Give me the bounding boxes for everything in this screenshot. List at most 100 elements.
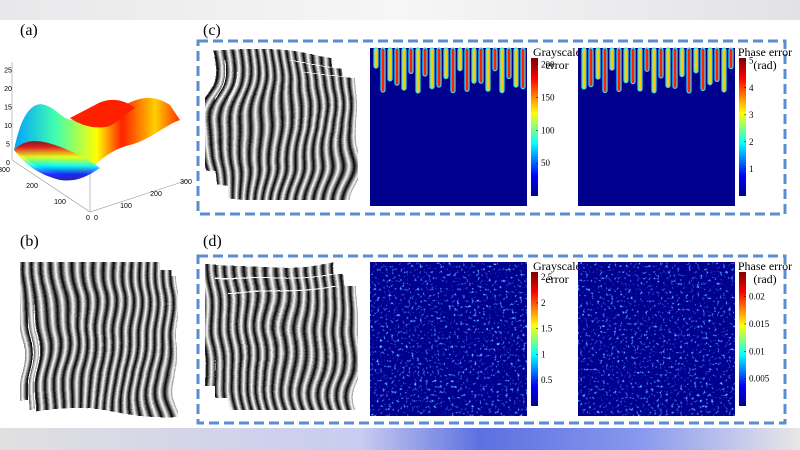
fringe-stack bbox=[20, 262, 179, 419]
error-streak bbox=[485, 47, 491, 92]
error-streak bbox=[609, 47, 615, 71]
colorbar-tick-label: 0.02 bbox=[749, 292, 765, 302]
error-streak bbox=[457, 47, 463, 72]
colorbar-tick-label: 0.005 bbox=[749, 374, 770, 384]
error-streak bbox=[588, 47, 594, 88]
z-tick-label: 15 bbox=[4, 105, 12, 112]
colorbar bbox=[531, 272, 538, 406]
error-streak bbox=[471, 47, 477, 84]
fringe-frame bbox=[227, 71, 359, 201]
error-streak bbox=[415, 47, 421, 94]
error-streak bbox=[623, 47, 629, 84]
error-streak bbox=[429, 47, 435, 90]
colorbar bbox=[739, 272, 746, 406]
colorbar-tick-label: 0.5 bbox=[541, 375, 553, 385]
panel-label: (b) bbox=[20, 233, 39, 250]
error-streak bbox=[436, 47, 442, 88]
dashed-box bbox=[196, 254, 787, 425]
colorbar-title: Grayscale bbox=[533, 259, 581, 273]
panel-label: (c) bbox=[203, 22, 221, 39]
colorbar-tick-label: 100 bbox=[541, 125, 555, 135]
error-streak bbox=[728, 47, 734, 70]
x-tick-label: 100 bbox=[120, 203, 132, 210]
dashed-box bbox=[196, 39, 787, 216]
error-streak bbox=[443, 47, 449, 80]
colorbar-title: (rad) bbox=[753, 272, 776, 286]
colorbar-title: Phase error bbox=[738, 45, 792, 59]
colorbar-tick-label: 50 bbox=[541, 158, 551, 168]
error-streak bbox=[721, 47, 727, 93]
x-tick-label: 300 bbox=[180, 179, 192, 186]
colorbar-tick-label: 2.5 bbox=[541, 272, 553, 282]
colorbar bbox=[739, 58, 746, 196]
y-tick-label: 100 bbox=[54, 199, 66, 206]
error-streak bbox=[478, 47, 484, 84]
error-streak bbox=[422, 47, 428, 77]
colorbar-title: Grayscale bbox=[533, 45, 581, 59]
fringe-frame bbox=[227, 285, 359, 411]
error-streak bbox=[520, 47, 526, 90]
panel-label: (d) bbox=[203, 233, 222, 250]
error-streak bbox=[665, 47, 671, 89]
colorbar-tick-label: 0.015 bbox=[749, 319, 770, 329]
colorbar-title: Phase error bbox=[738, 259, 792, 273]
panel-label: (a) bbox=[20, 22, 38, 39]
colorbar-tick-label: 0.01 bbox=[749, 346, 765, 356]
colorbar-tick-label: 4 bbox=[749, 83, 754, 93]
colorbar-title: (rad) bbox=[753, 58, 776, 72]
error-streak bbox=[401, 47, 407, 91]
error-streak bbox=[707, 47, 713, 86]
error-streak bbox=[373, 47, 379, 69]
error-streak bbox=[644, 47, 650, 72]
colorbar-tick-label: 200 bbox=[541, 60, 555, 70]
z-tick-label: 10 bbox=[4, 123, 12, 130]
error-streak bbox=[651, 47, 657, 94]
error-streak bbox=[499, 47, 505, 94]
error-streak bbox=[492, 47, 498, 72]
x-tick-label: 200 bbox=[150, 191, 162, 198]
z-tick-label: 5 bbox=[6, 142, 10, 149]
z-tick-label: 20 bbox=[4, 86, 12, 93]
error-noise bbox=[370, 262, 527, 416]
colorbar-tick-label: 3 bbox=[749, 110, 754, 120]
error-streak bbox=[387, 47, 393, 82]
error-streak bbox=[408, 47, 414, 74]
colorbar-tick-label: 150 bbox=[541, 92, 555, 102]
error-streak bbox=[581, 47, 587, 90]
colorbar bbox=[531, 58, 538, 196]
error-streak bbox=[595, 47, 601, 80]
error-streak bbox=[679, 47, 685, 78]
error-streak bbox=[616, 47, 622, 93]
y-tick-label: 0 bbox=[86, 215, 90, 222]
colorbar-title: error bbox=[545, 58, 568, 72]
error-streak bbox=[672, 47, 678, 89]
colorbar-tick-label: 1 bbox=[749, 164, 754, 174]
bottom-band bbox=[0, 428, 800, 450]
error-streak bbox=[714, 47, 720, 83]
z-tick-label: 0 bbox=[6, 160, 10, 167]
error-streak bbox=[394, 47, 400, 86]
z-tick-label: 25 bbox=[4, 68, 12, 75]
error-streak bbox=[602, 47, 608, 94]
error-streak bbox=[380, 47, 386, 93]
top-band bbox=[0, 0, 800, 20]
surface-plot bbox=[11, 62, 189, 213]
colorbar-tick-label: 1.5 bbox=[541, 324, 553, 334]
colorbar-title: error bbox=[545, 272, 568, 286]
colorbar-tick-label: 5 bbox=[749, 56, 754, 66]
colorbar-tick-label: 2 bbox=[541, 298, 546, 308]
error-streak bbox=[513, 47, 519, 88]
error-streak bbox=[700, 47, 706, 91]
error-streak bbox=[686, 47, 692, 94]
error-streak bbox=[637, 47, 643, 92]
error-streak bbox=[506, 47, 512, 80]
colorbar-tick-label: 2 bbox=[749, 137, 754, 147]
y-tick-label: 200 bbox=[26, 183, 38, 190]
error-streak bbox=[658, 47, 664, 79]
error-streak bbox=[464, 47, 470, 92]
y-tick-label: 300 bbox=[0, 167, 10, 174]
x-tick-label: 0 bbox=[94, 215, 98, 222]
error-streak bbox=[450, 47, 456, 94]
